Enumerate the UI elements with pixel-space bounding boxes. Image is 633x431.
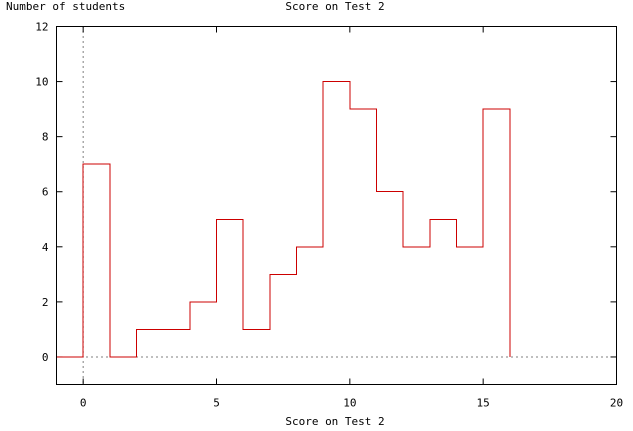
x-tick-label: 0 bbox=[80, 397, 87, 410]
y-tick-label: 4 bbox=[42, 241, 49, 254]
chart-title: Score on Test 2 bbox=[285, 0, 384, 13]
y-tick-label: 6 bbox=[42, 186, 49, 199]
x-tick-label: 10 bbox=[343, 397, 356, 410]
plot-frame bbox=[56, 26, 617, 385]
x-tick-label: 5 bbox=[213, 397, 220, 410]
x-axis-label: Score on Test 2 bbox=[285, 415, 384, 428]
y-tick-label: 2 bbox=[42, 296, 49, 309]
y-axis-label: Number of students bbox=[6, 0, 125, 13]
y-tick-label: 8 bbox=[42, 131, 49, 144]
histogram-step-line bbox=[56, 81, 511, 358]
y-tick-label: 10 bbox=[35, 76, 48, 89]
y-tick-label: 12 bbox=[35, 21, 48, 34]
x-tick-label: 20 bbox=[610, 397, 623, 410]
x-tick-label: 15 bbox=[477, 397, 490, 410]
y-tick-label: 0 bbox=[42, 351, 49, 364]
